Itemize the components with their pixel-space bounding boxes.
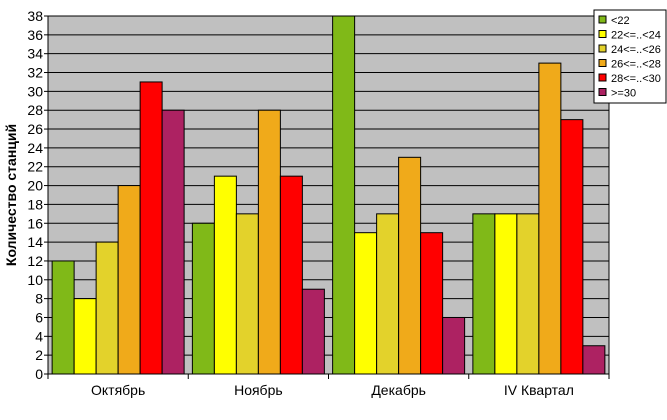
bar (73, 298, 97, 375)
plot-frame (47, 15, 610, 375)
legend: <22 22<=..<24 24<=..<26 26<=..<28 28<=..<30 >… (593, 9, 667, 104)
x-category-label: Декабрь (371, 382, 426, 398)
bar (354, 232, 378, 375)
bar (332, 15, 356, 375)
y-tick-label: 28 (27, 102, 43, 118)
legend-box (593, 9, 667, 104)
legend-entry-label: 22<=..<24 (611, 30, 661, 42)
bar (257, 109, 281, 375)
bar (494, 213, 518, 375)
bar (51, 260, 75, 375)
bar (301, 288, 325, 375)
y-tick-label: 38 (27, 8, 43, 24)
bar (376, 213, 400, 375)
bar (191, 222, 215, 375)
y-tick-label: 6 (35, 309, 43, 325)
y-tick-label: 36 (27, 27, 43, 43)
legend-swatch (598, 15, 607, 24)
bar (420, 232, 444, 375)
y-tick-label: 16 (27, 215, 43, 231)
bar (235, 213, 259, 375)
legend-entry-label: 26<=..<28 (611, 59, 661, 71)
bar (560, 119, 584, 375)
y-tick-label: 4 (35, 328, 43, 344)
legend-swatch (598, 59, 607, 67)
bar (213, 175, 237, 375)
x-category-label: Октябрь (91, 382, 145, 398)
bar (516, 213, 540, 375)
y-tick-label: 24 (27, 140, 43, 156)
bar (582, 345, 606, 375)
bar (472, 213, 496, 375)
y-tick-label: 8 (35, 291, 43, 307)
legend-entry-label: 28<=..<30 (611, 73, 661, 85)
legend-entry-label: <22 (611, 15, 630, 27)
bars (51, 15, 606, 375)
legend-swatch (598, 73, 607, 82)
x-category-label: Ноябрь (234, 382, 283, 398)
bar (161, 109, 185, 375)
y-tick-label: 30 (27, 83, 43, 99)
y-tick-label: 0 (35, 366, 43, 382)
axes (47, 15, 610, 379)
legend-entry-label: >=30 (611, 88, 636, 100)
bar (139, 81, 163, 375)
bar (442, 316, 466, 375)
y-tick-label: 14 (27, 234, 43, 250)
y-tick-label: 2 (35, 347, 43, 363)
bar (279, 175, 303, 375)
x-category-label: IV Квартал (504, 382, 574, 398)
y-tick-label: 22 (27, 159, 43, 175)
bar (398, 156, 422, 375)
y-tick-label: 20 (27, 178, 43, 194)
y-tick-label: 18 (27, 196, 43, 212)
y-axis-label: Количество станций (3, 124, 19, 266)
legend-entry-label: 24<=..<26 (611, 44, 661, 56)
legend-swatch (598, 88, 607, 96)
bar (538, 62, 562, 375)
bar (95, 241, 119, 375)
y-tick-label: 32 (27, 65, 43, 81)
y-tick-label: 26 (27, 121, 43, 137)
y-tick-label: 34 (27, 46, 43, 62)
x-category-labels: Октябрь Ноябрь Декабрь IV Квартал (91, 382, 574, 398)
legend-swatch (598, 44, 607, 53)
y-tick-label: 12 (27, 253, 43, 269)
legend-swatch (598, 30, 607, 38)
bar (117, 185, 141, 375)
y-tick-label: 10 (27, 272, 43, 288)
